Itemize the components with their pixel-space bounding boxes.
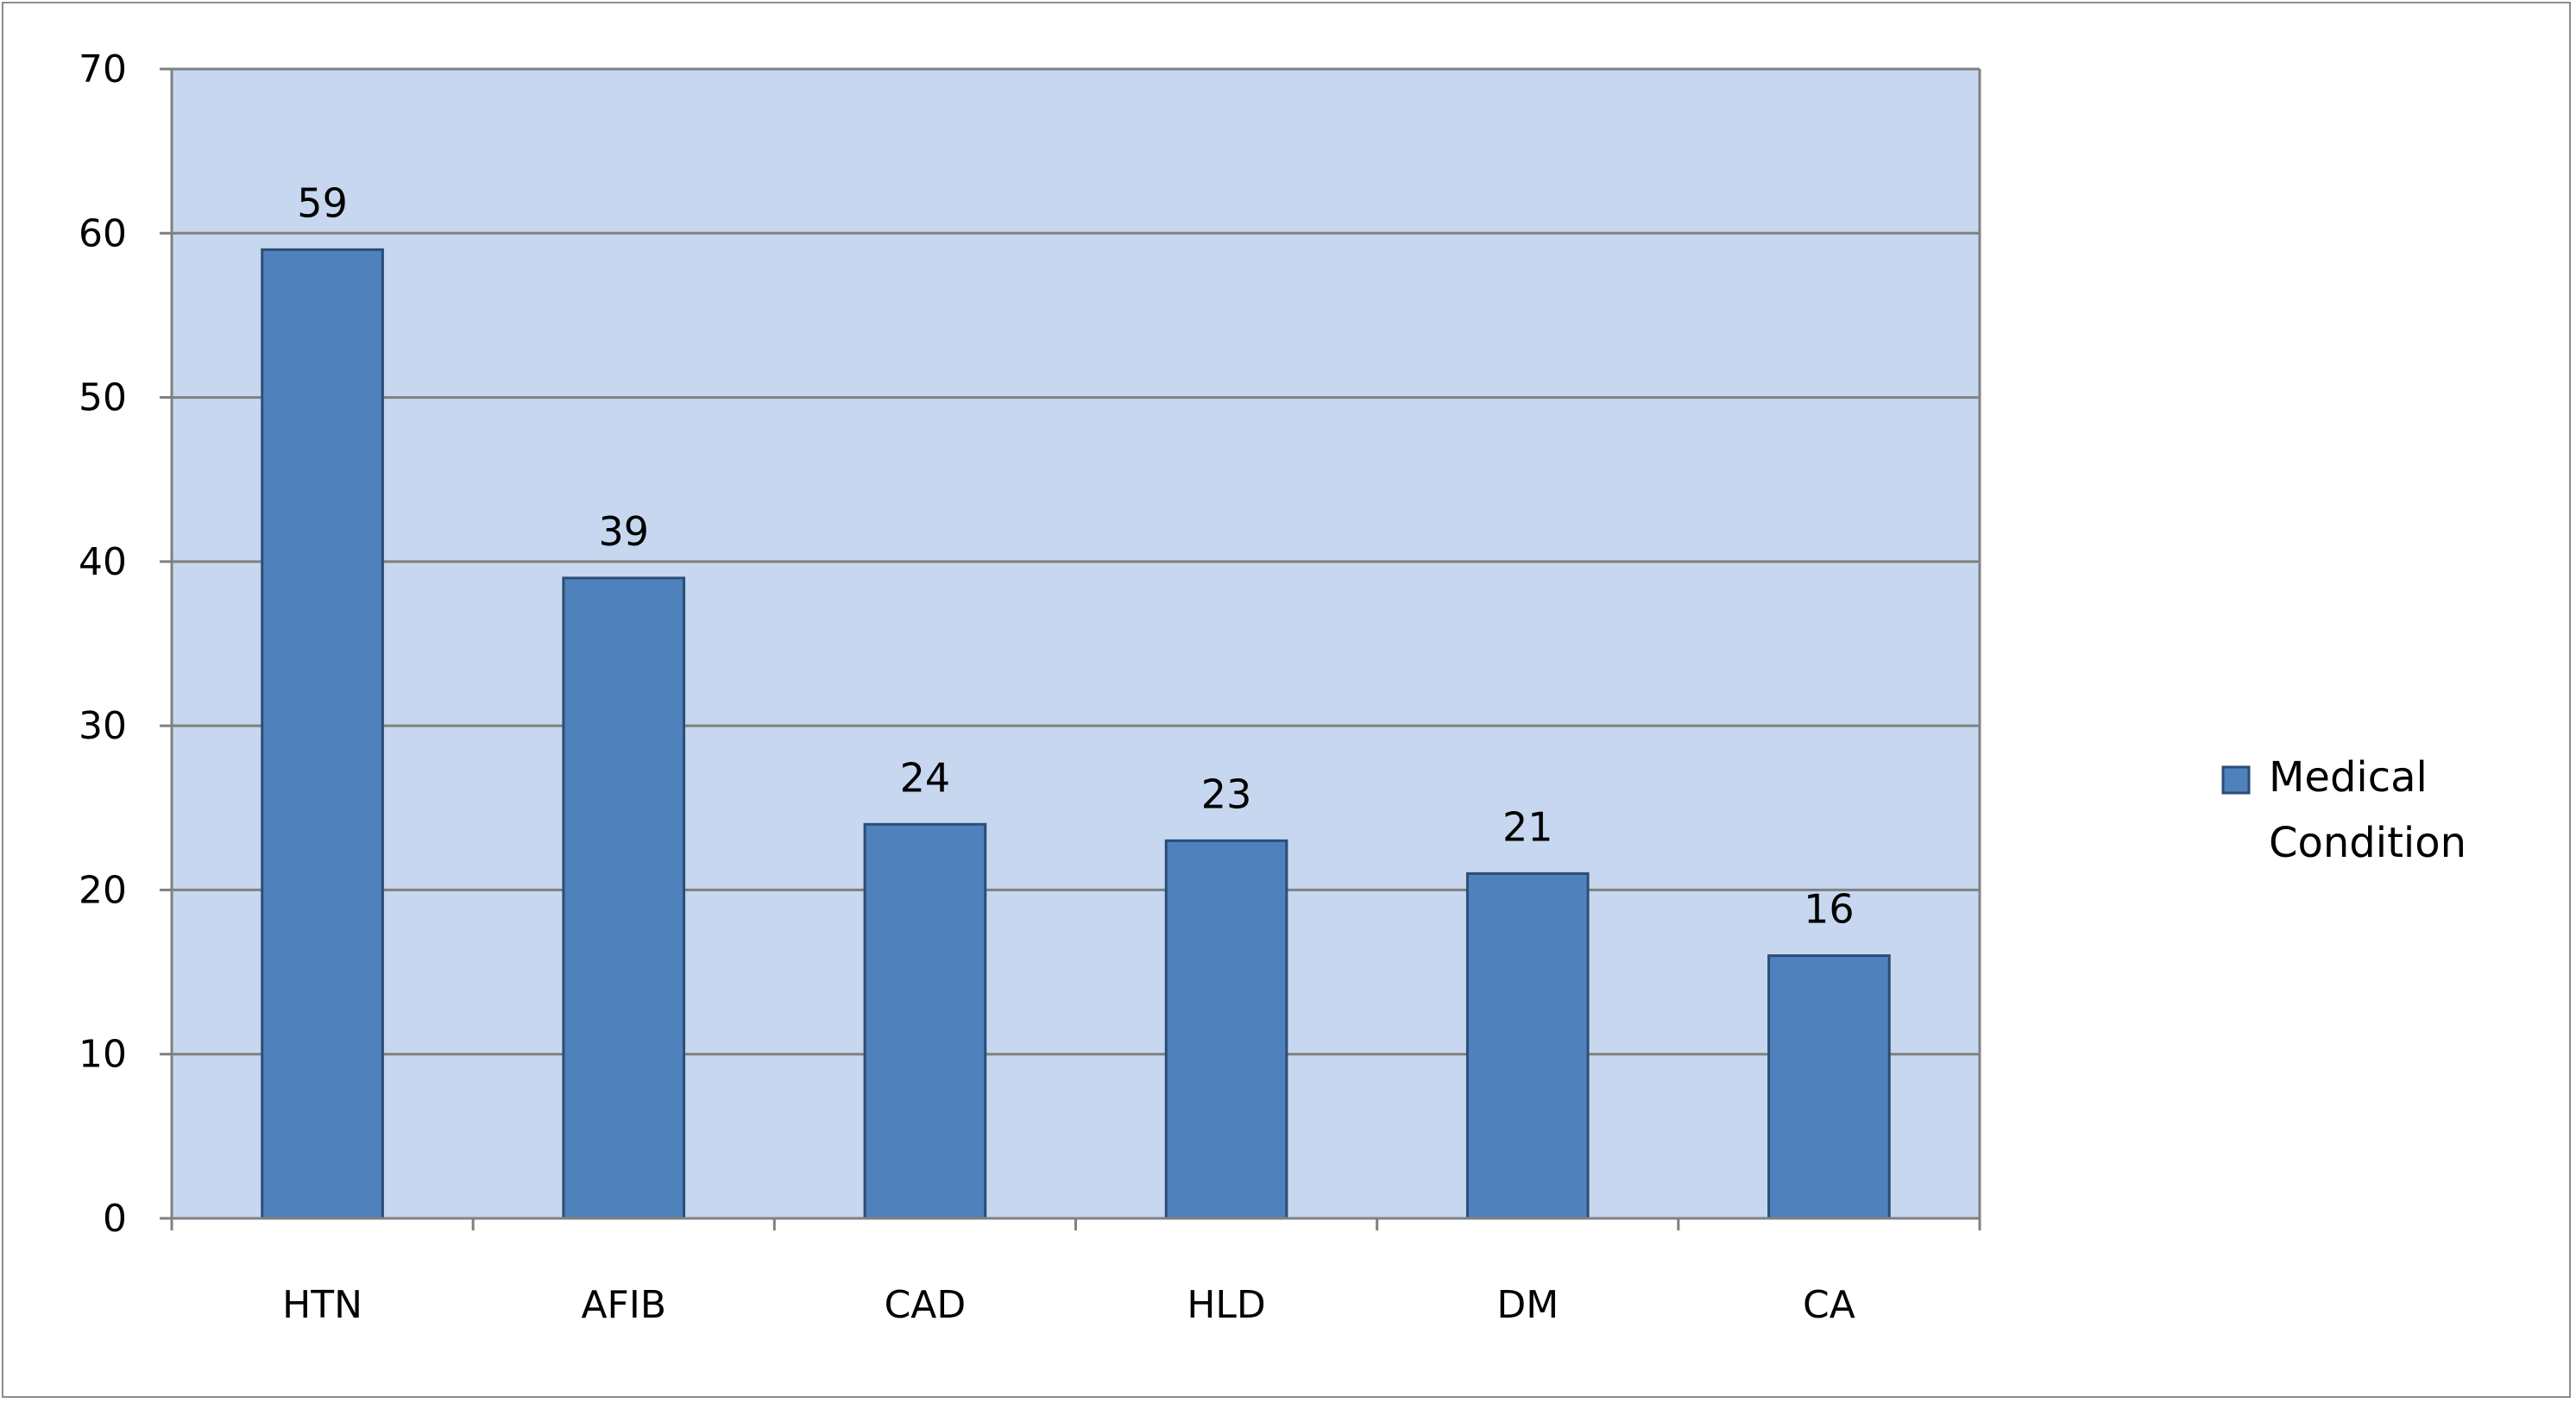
data-label-afib: 39 — [598, 508, 649, 555]
x-tick-label-dm: DM — [1496, 1283, 1559, 1327]
y-tick-label: 50 — [79, 376, 127, 420]
data-label-dm: 21 — [1502, 803, 1553, 850]
bar-dm — [1465, 871, 1590, 1220]
legend-label: Medical Condition — [2269, 753, 2466, 867]
data-label-hld: 23 — [1201, 771, 1252, 817]
y-tick-labels: 0 10 20 30 40 50 60 70 — [79, 47, 127, 1241]
y-tick-label: 20 — [79, 868, 127, 912]
bar-hld — [1164, 839, 1288, 1220]
x-tick-labels: HTN AFIB CAD HLD DM CA — [282, 1283, 1855, 1327]
x-tick-label-afib: AFIB — [581, 1283, 666, 1327]
y-tick-label: 30 — [79, 704, 127, 748]
bar-chart: 0 10 20 30 40 50 60 70 HTN AFIB CAD HLD DM CA 59 39 24… — [79, 47, 2466, 1327]
y-tick-label: 40 — [79, 540, 127, 584]
data-labels: 59 39 24 23 21 16 — [297, 179, 1854, 932]
plot-area — [172, 69, 1980, 1218]
axes — [160, 67, 1981, 1230]
y-tick-label: 0 — [103, 1197, 127, 1241]
x-tick-label-hld: HLD — [1187, 1283, 1265, 1327]
data-label-cad: 24 — [900, 754, 951, 801]
y-tick-label: 60 — [79, 211, 127, 255]
legend-label-line: Condition — [2269, 819, 2466, 867]
x-tick-label-ca: CA — [1803, 1283, 1855, 1327]
data-label-htn: 59 — [297, 179, 348, 226]
y-tick-label: 70 — [79, 47, 127, 91]
bar-ca — [1767, 954, 1891, 1220]
bar-cad — [863, 822, 987, 1220]
gridlines — [172, 67, 1981, 1218]
x-tick-label-cad: CAD — [885, 1283, 967, 1327]
bar-htn — [261, 248, 384, 1220]
data-label-ca: 16 — [1804, 886, 1855, 933]
bars — [261, 248, 1891, 1220]
legend-swatch — [2221, 765, 2251, 795]
legend-label-line: Medical — [2269, 753, 2428, 802]
x-tick-label-htn: HTN — [282, 1283, 362, 1327]
bar-afib — [562, 576, 686, 1220]
y-tick-label: 10 — [79, 1033, 127, 1077]
legend: Medical Condition — [2221, 753, 2466, 867]
